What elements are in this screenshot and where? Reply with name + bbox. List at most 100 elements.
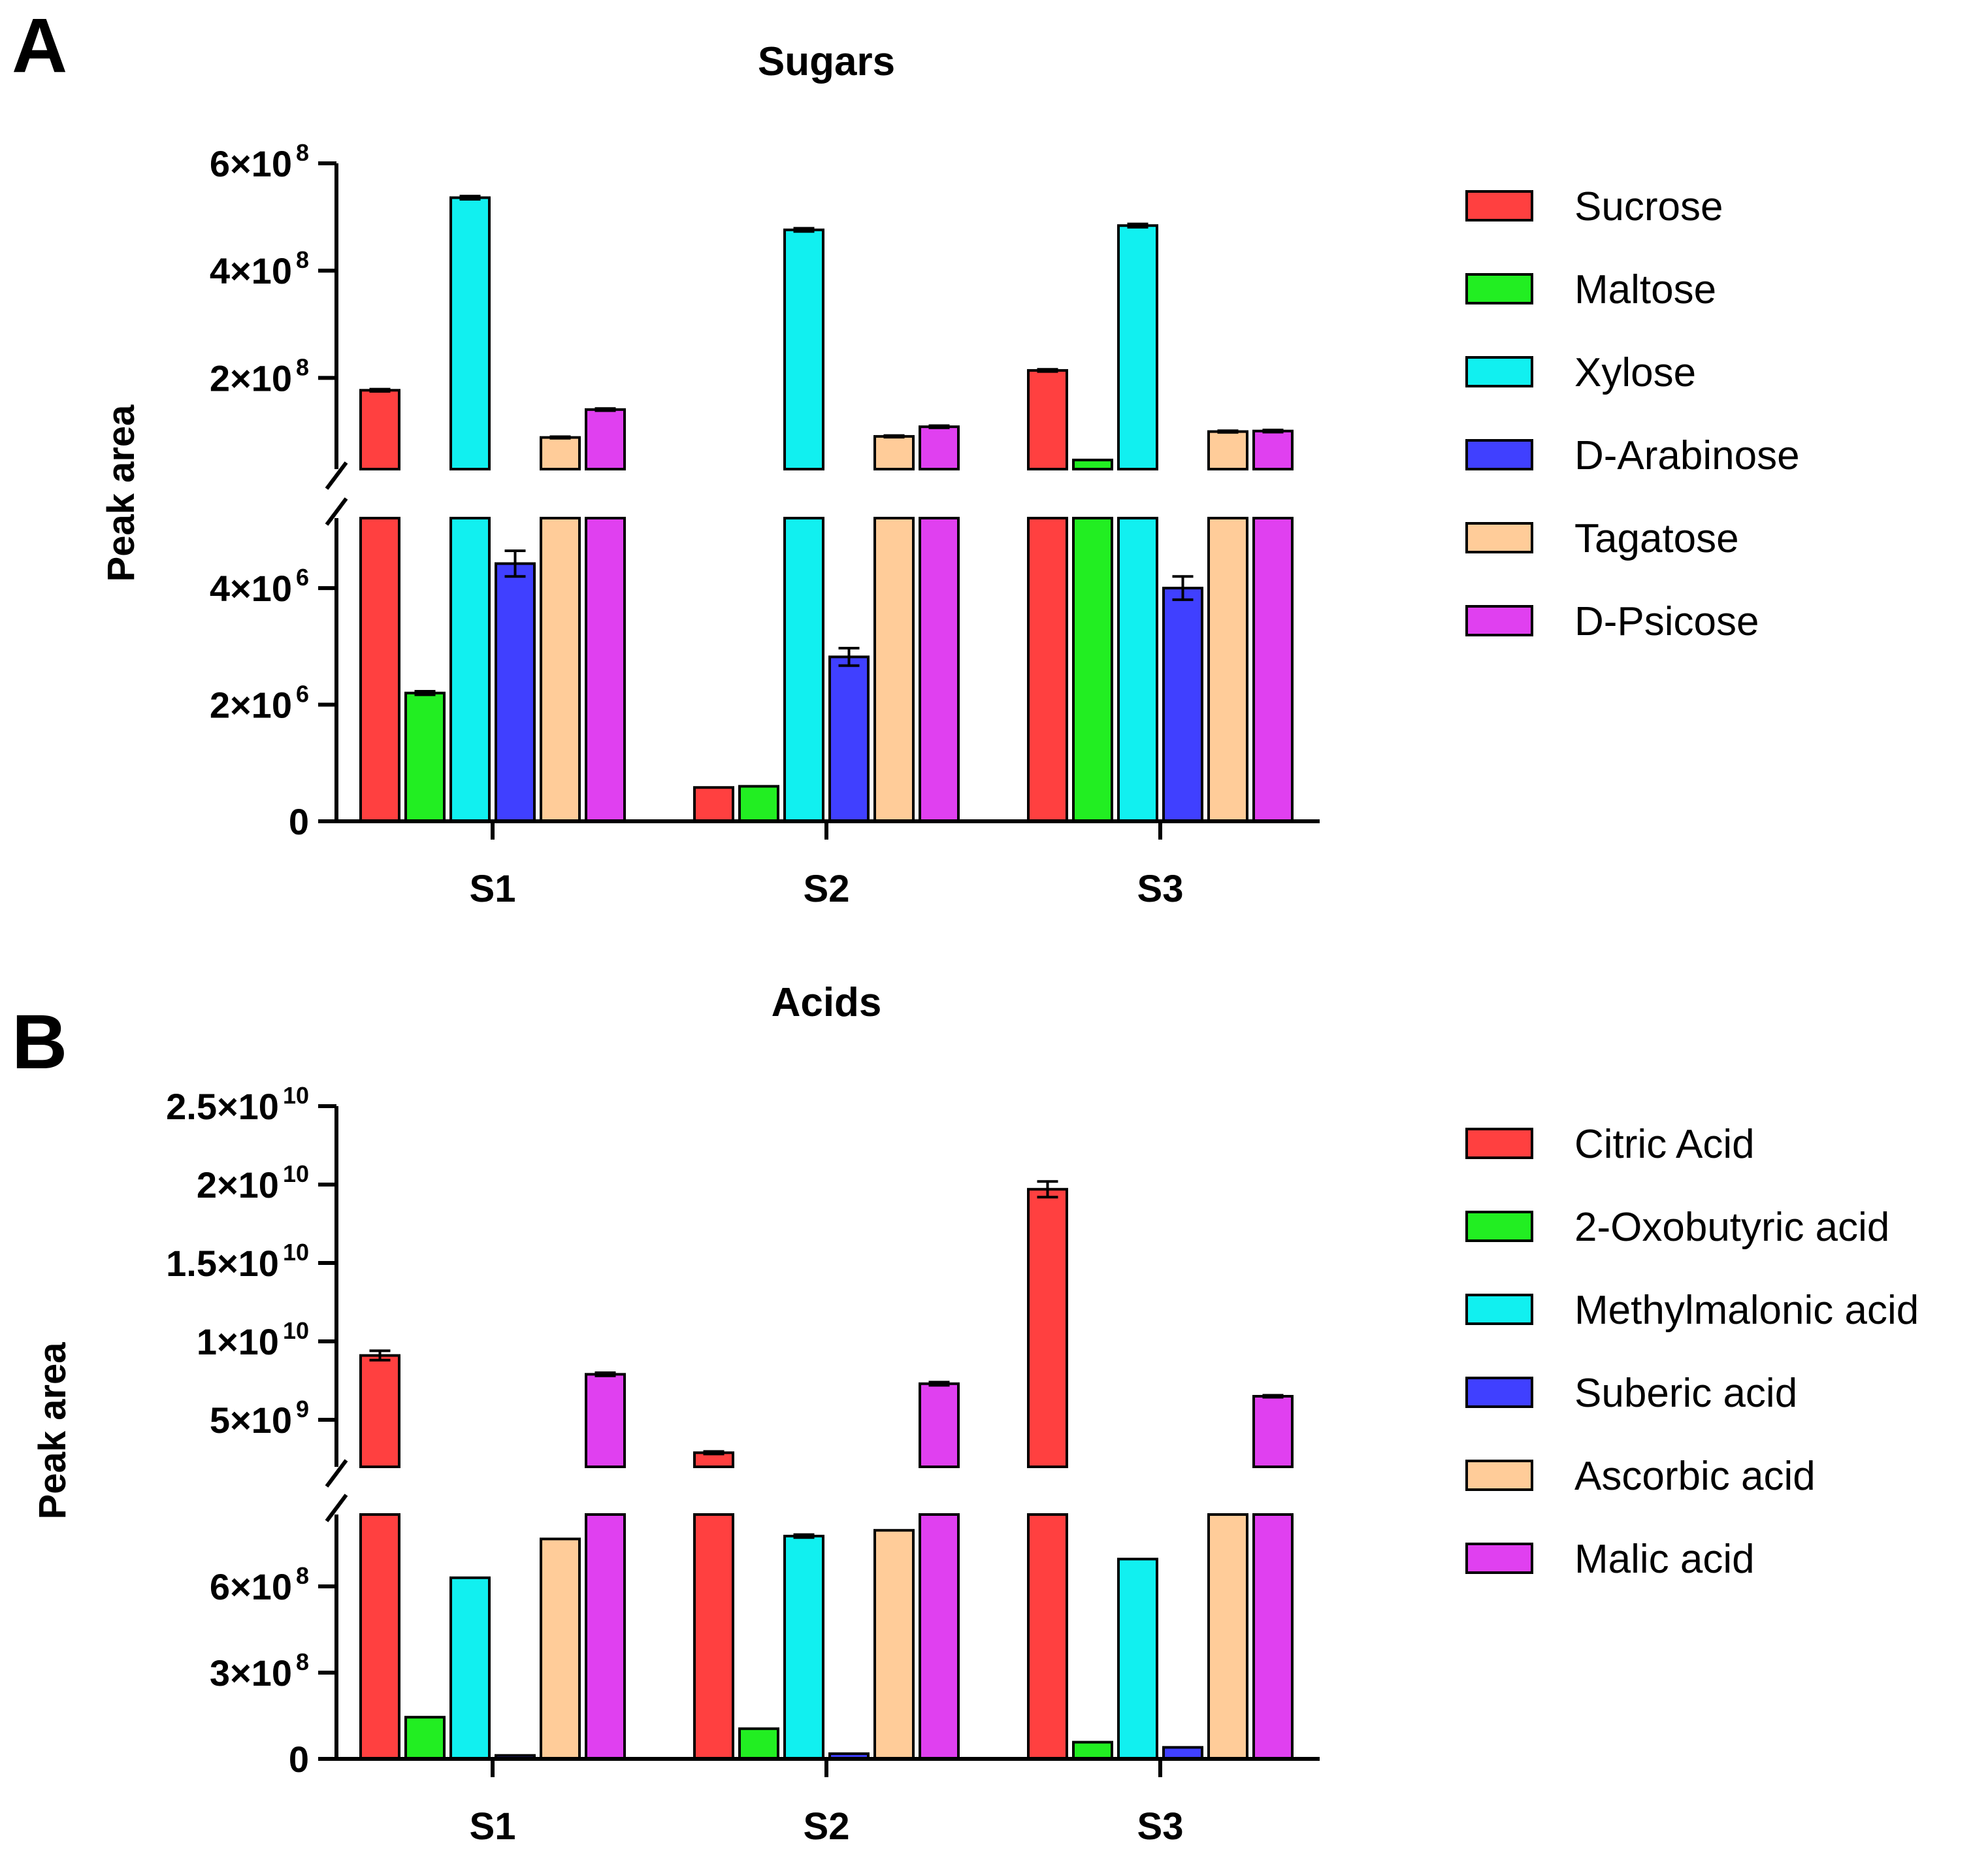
panel-b-y-tick-label-upper-3: 2×10 10 [197, 1160, 309, 1205]
panel-b-bar-malic-acid-s1-lower [585, 1513, 626, 1760]
panel-b-legend-item-methylmalonic-acid: Methylmalonic acid [1465, 1288, 1919, 1333]
panel-a-bar-d-psicose-s2-upper [919, 425, 960, 470]
panel-a-bar-xylose-s1-lower [449, 517, 491, 823]
panel-b-y-tick-label-lower-0: 0 [289, 1739, 309, 1780]
legend-label: Xylose [1574, 350, 1696, 395]
panel-b-bar-malic-acid-s2-error-bar [928, 1381, 950, 1387]
panel-a-y-tick-label-lower-1: 2×10 6 [210, 681, 309, 726]
panel-b-bar-2-oxobutyric-acid-s3 [1072, 1741, 1113, 1760]
panel-a-y-tick-label-upper-0: 2×10 8 [210, 353, 309, 399]
panel-a-bar-xylose-s1-upper [449, 196, 491, 470]
legend-label: Citric Acid [1574, 1122, 1755, 1167]
panel-a-y-axis-label: Peak area [100, 404, 142, 582]
panel-b-x-tick-label-s1: S1 [470, 1805, 516, 1848]
panel-b-bar-2-oxobutyric-acid-s1 [404, 1716, 446, 1760]
panel-b-letter: B [12, 999, 67, 1085]
panel-a-break-mark-upper [325, 461, 348, 490]
panel-a-bar-d-arabinose-s3-error-bar [1172, 575, 1194, 601]
panel-a-bar-d-psicose-s2-lower [919, 517, 960, 823]
panel-b-bar-citric-acid-s3-lower [1027, 1513, 1068, 1760]
panel-b-y-axis-label: Peak area [31, 1342, 74, 1520]
panel-b-bar-malic-acid-s3-error-bar [1262, 1394, 1284, 1399]
panel-b-bar-methylmalonic-acid-s2-error-bar [793, 1533, 815, 1539]
panel-b-bar-ascorbic-acid-s3-lower [1207, 1513, 1248, 1760]
panel-a-bar-tagatose-s1-lower [540, 517, 581, 823]
legend-label: D-Psicose [1574, 599, 1759, 644]
panel-a-bar-maltose-s1-error-bar [414, 690, 436, 696]
legend-swatch [1465, 605, 1533, 636]
panel-b-bar-malic-acid-s3-lower [1252, 1513, 1294, 1760]
panel-a-bar-maltose-s2 [738, 785, 779, 823]
panel-b-bar-citric-acid-s2-lower [693, 1513, 734, 1760]
panel-b-bar-methylmalonic-acid-s1 [449, 1576, 491, 1761]
panel-b-bar-malic-acid-s2-lower [919, 1513, 960, 1760]
panel-b-bar-malic-acid-s1-upper [585, 1373, 626, 1468]
legend-label: Sucrose [1574, 184, 1723, 229]
panel-a-axis-break-gap [310, 470, 1333, 517]
legend-label: 2-Oxobutyric acid [1574, 1205, 1889, 1250]
panel-a-bar-tagatose-s3-lower [1207, 517, 1248, 823]
panel-a-bar-sucrose-s1-upper [359, 389, 400, 470]
legend-swatch [1465, 1294, 1533, 1325]
panel-a-bar-sucrose-s1-error-bar [369, 387, 391, 393]
panel-b-bar-malic-acid-s2-upper [919, 1382, 960, 1469]
panel-a-bar-xylose-s3-upper [1117, 224, 1158, 470]
legend-swatch [1465, 522, 1533, 553]
panel-b-y-tick-label-lower-1: 3×10 8 [210, 1648, 309, 1694]
panel-b-axes: 0 3×10 8 6×10 8 5×10 9 1×10 10 1.5×10 10 2×10 10 2.5×… [166, 1082, 1320, 1848]
panel-b-bar-ascorbic-acid-s1 [540, 1537, 581, 1760]
panel-b-bar-methylmalonic-acid-s2 [783, 1535, 824, 1760]
panel-a-y-tick-label-lower-0: 0 [289, 801, 309, 842]
panel-a-bar-d-psicose-s1-lower [585, 517, 626, 823]
panel-a-bar-tagatose-s1-error-bar [549, 435, 571, 440]
panel-b-bars [359, 1180, 1294, 1761]
panel-b-y-tick-label-upper-1: 1×10 10 [197, 1317, 309, 1362]
panel-b-break-mark-upper [325, 1459, 348, 1488]
panel-a-x-tick-label-s3: S3 [1137, 868, 1184, 910]
panel-a-letter: A [12, 3, 67, 89]
panel-a-legend: Sucrose Maltose Xylose D-Arabinose Tagatose D… [1465, 184, 1800, 644]
panel-b-y-tick-label-lower-2: 6×10 8 [210, 1562, 309, 1607]
panel-a-legend-item-sucrose: Sucrose [1465, 184, 1723, 229]
panel-b-title: Acids [772, 980, 882, 1025]
panel-b-break-mark-lower [325, 1494, 348, 1522]
panel-b-y-tick-label-upper-2: 1.5×10 10 [166, 1239, 309, 1284]
panel-a-bar-sucrose-s3-upper [1027, 369, 1068, 471]
panel-a-bar-sucrose-s3-error-bar [1037, 368, 1058, 373]
panel-a-legend-item-xylose: Xylose [1465, 350, 1696, 395]
panel-a-bar-d-arabinose-s1 [495, 562, 536, 823]
legend-swatch [1465, 190, 1533, 221]
panel-a-bar-xylose-s2-lower [783, 517, 824, 823]
panel-a-bar-sucrose-s3-lower [1027, 517, 1068, 823]
panel-a-legend-item-d-psicose: D-Psicose [1465, 599, 1759, 644]
legend-swatch [1465, 1460, 1533, 1491]
panel-b-legend: Citric Acid 2-Oxobutyric acid Methylmaloni… [1465, 1122, 1919, 1582]
panel-b-bar-methylmalonic-acid-s3 [1117, 1558, 1158, 1760]
legend-swatch [1465, 273, 1533, 304]
panel-a-bar-tagatose-s2-lower [873, 517, 915, 823]
panel-b-axis-break-gap [310, 1468, 1333, 1513]
panel-a-bar-d-psicose-s2-error-bar [928, 424, 950, 429]
panel-a-legend-item-maltose: Maltose [1465, 267, 1716, 312]
panel-b-legend-item-citric-acid: Citric Acid [1465, 1122, 1755, 1167]
panel-b-legend-item-ascorbic-acid: Ascorbic acid [1465, 1454, 1816, 1499]
legend-label: Maltose [1574, 267, 1716, 312]
panel-a-bar-tagatose-s3-upper [1207, 430, 1248, 470]
panel-a-bar-xylose-s2-error-bar [793, 227, 815, 233]
panel-b-y-tick-label-upper-0: 5×10 9 [210, 1396, 309, 1441]
panel-b-y-tick-label-upper-4: 2.5×10 10 [166, 1082, 309, 1127]
panel-a-title: Sugars [758, 39, 895, 84]
panel-a-bar-d-psicose-s3-lower [1252, 517, 1294, 823]
legend-label: Tagatose [1574, 516, 1739, 561]
panel-a-bar-sucrose-s2 [693, 786, 734, 823]
panel-b-x-tick-label-s2: S2 [804, 1805, 850, 1848]
legend-swatch [1465, 439, 1533, 470]
panel-a-bar-d-psicose-s3-error-bar [1262, 429, 1284, 434]
panel-b-bar-citric-acid-s2-error-bar [703, 1450, 725, 1456]
panel-b-bar-citric-acid-s1-lower [359, 1513, 400, 1760]
panel-b-legend-item-2-oxobutyric-acid: 2-Oxobutyric acid [1465, 1205, 1889, 1250]
panel-a-x-tick-label-s1: S1 [470, 868, 516, 910]
panel-a-legend-item-tagatose: Tagatose [1465, 516, 1739, 561]
panel-a-bar-maltose-s3-upper [1072, 459, 1113, 471]
panel-a-axes: 0 2×10 6 4×10 6 2×10 8 4×10 8 6×10 8 S1 S2 S3 [210, 139, 1320, 910]
